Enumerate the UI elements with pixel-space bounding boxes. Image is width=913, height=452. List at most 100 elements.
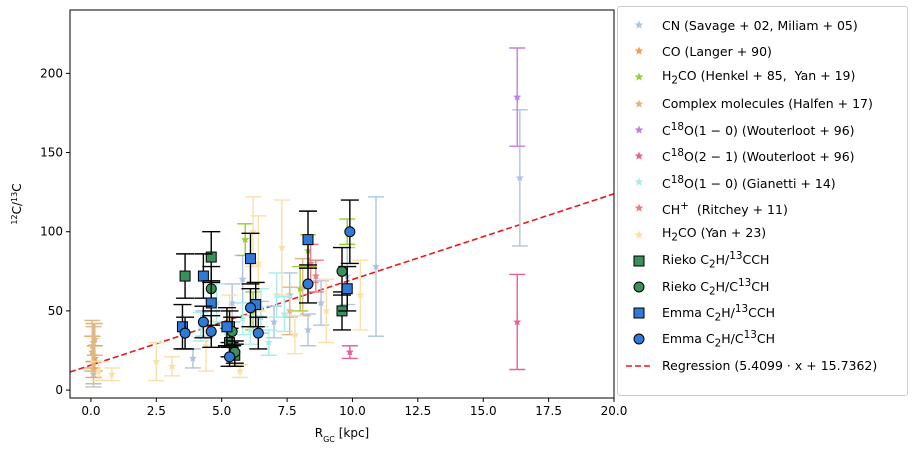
x-tick-label: 10.0	[339, 404, 366, 418]
data-point	[168, 362, 176, 370]
x-tick-label: 17.5	[535, 404, 562, 418]
data-point	[317, 298, 326, 307]
legend-item: C18O(2 − 1) (Wouterloot + 96)	[624, 144, 855, 168]
legend-marker-icon	[624, 356, 654, 376]
x-tick-label: 7.5	[278, 404, 297, 418]
data-point	[244, 302, 256, 314]
legend-marker-icon	[624, 303, 654, 323]
data-point	[302, 278, 314, 290]
legend-label: CO (Langer + 90)	[662, 43, 772, 59]
legend-label: Rieko C2H/13CCH	[662, 250, 770, 272]
data-point	[302, 234, 314, 246]
data-point	[90, 335, 99, 343]
series-8	[90, 196, 369, 382]
legend-marker-icon	[624, 329, 654, 349]
x-tick-label: 2.5	[147, 404, 166, 418]
data-point	[246, 325, 255, 334]
legend-item: Emma C2H/C13CH	[624, 327, 775, 351]
data-point	[205, 251, 217, 263]
y-axis-label: 12C/13C	[10, 183, 25, 224]
legend-marker-icon	[624, 251, 654, 271]
legend-marker-icon	[624, 67, 654, 87]
data-point	[341, 283, 353, 295]
data-point	[513, 92, 522, 101]
data-point	[372, 262, 380, 270]
data-point	[241, 235, 250, 244]
data-point	[356, 290, 365, 299]
y-tick-label: 200	[40, 66, 63, 80]
data-point	[224, 351, 236, 363]
legend-marker-icon	[624, 41, 654, 61]
legend-item: C18O(1 − 0) (Gianetti + 14)	[624, 170, 836, 194]
x-tick-label: 20.0	[601, 404, 628, 418]
data-point	[238, 314, 247, 323]
legend-marker-icon	[624, 94, 654, 114]
data-point	[513, 317, 522, 326]
data-point	[197, 316, 209, 328]
data-point	[277, 243, 286, 251]
data-point	[515, 173, 524, 182]
legend-label: Emma C2H/C13CH	[662, 329, 775, 350]
legend-label: CN (Savage + 02, Miliam + 05)	[662, 17, 858, 33]
data-point	[238, 275, 247, 283]
data-point	[290, 330, 299, 339]
data-point	[179, 270, 191, 282]
legend-item: CN (Savage + 02, Miliam + 05)	[624, 13, 858, 37]
series-3	[84, 257, 311, 385]
x-tick-label: 12.5	[404, 404, 431, 418]
legend-marker-icon	[624, 225, 654, 245]
legend-label: Regression (5.4099 · x + 15.7362)	[662, 358, 878, 374]
legend-label: C18O(2 − 1) (Wouterloot + 96)	[662, 147, 855, 165]
data-point	[179, 327, 191, 339]
legend-marker-icon	[624, 277, 654, 297]
data-point	[270, 317, 278, 326]
series-4	[509, 47, 526, 147]
legend-label: C18O(1 − 0) (Gianetti + 14)	[662, 173, 836, 191]
series-12	[176, 199, 359, 368]
legend-label: Complex molecules (Halfen + 17)	[662, 96, 873, 112]
data-point	[285, 306, 294, 315]
data-point	[244, 253, 256, 265]
legend-item: C18O(1 − 0) (Wouterloot + 96)	[624, 118, 855, 142]
legend-item: Regression (5.4099 · x + 15.7362)	[624, 354, 877, 378]
data-point	[205, 325, 217, 337]
data-point	[252, 327, 264, 339]
legend-label: Emma C2H/13CCH	[662, 302, 775, 324]
legend-label: CH+ (Ritchey + 11)	[662, 199, 788, 217]
x-tick-label: 0.0	[81, 404, 100, 418]
data-point	[298, 282, 307, 291]
legend: CN (Savage + 02, Miliam + 05) CO (Langer …	[617, 6, 908, 396]
data-point	[254, 259, 263, 267]
x-tick-label: 15.0	[470, 404, 497, 418]
legend-item: H2CO (Yan + 23)	[624, 223, 766, 247]
data-point	[188, 354, 197, 362]
legend-label: C18O(1 − 0) (Wouterloot + 96)	[662, 121, 855, 139]
data-point	[107, 370, 116, 378]
legend-item: Rieko C2H/13CCH	[624, 249, 769, 273]
data-point	[94, 366, 103, 375]
series-11	[173, 210, 357, 350]
data-point	[344, 226, 356, 238]
legend-item: H2CO (Henkel + 85, Yan + 19)	[624, 65, 855, 89]
x-tick-label: 5.0	[212, 404, 231, 418]
y-tick-label: 50	[48, 304, 63, 318]
data-point	[221, 321, 233, 333]
data-point	[264, 338, 273, 346]
data-point	[197, 270, 209, 282]
data-point	[311, 271, 320, 280]
x-axis-label: RGC [kpc]	[315, 426, 369, 444]
legend-item: Emma C2H/13CCH	[624, 301, 775, 325]
data-point	[336, 265, 348, 277]
legend-item: CH+ (Ritchey + 11)	[624, 196, 788, 220]
legend-item: Complex molecules (Halfen + 17)	[624, 92, 873, 116]
data-point	[304, 325, 312, 334]
data-point	[236, 366, 244, 375]
data-point	[280, 309, 289, 318]
legend-label: H2CO (Yan + 23)	[662, 225, 767, 244]
y-tick-label: 150	[40, 146, 63, 160]
legend-marker-icon	[624, 198, 654, 218]
legend-label: Rieko C2H/C13CH	[662, 276, 770, 298]
data-point	[322, 306, 331, 315]
legend-marker-icon	[624, 15, 654, 35]
